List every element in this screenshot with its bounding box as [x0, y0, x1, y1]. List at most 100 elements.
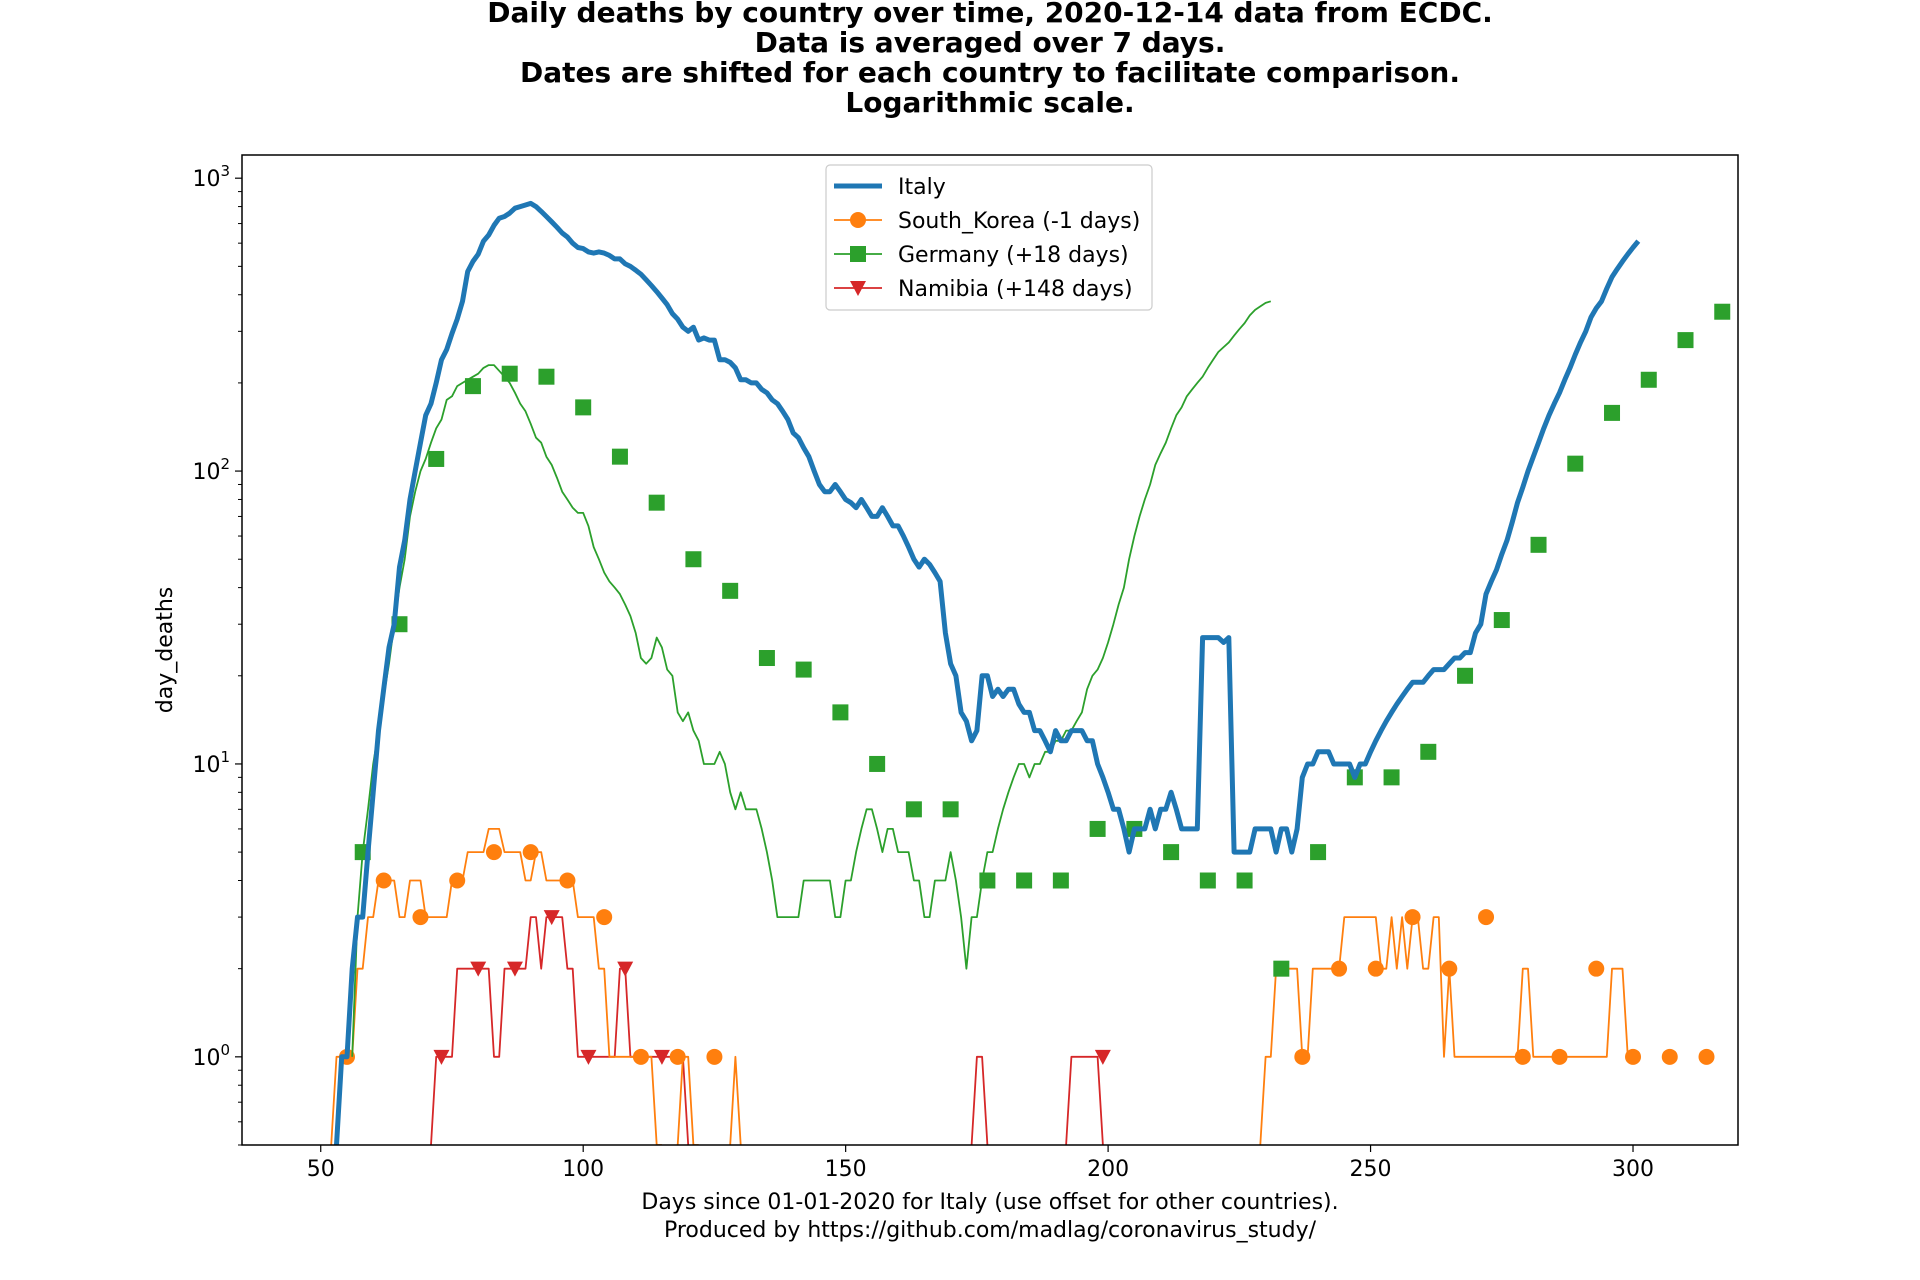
- y-tick-label: 103: [192, 162, 230, 192]
- data-point-germany: [428, 450, 445, 467]
- data-point-south_korea: [1441, 960, 1458, 977]
- data-point-namibia: [1094, 1049, 1111, 1065]
- data-point-south_korea: [1698, 1048, 1715, 1065]
- data-point-south_korea: [1588, 960, 1605, 977]
- data-point-namibia: [470, 961, 487, 977]
- data-point-germany: [869, 755, 886, 772]
- chart-title-line-3: Dates are shifted for each country to fa…: [520, 56, 1460, 89]
- y-tick-label: 102: [192, 455, 230, 485]
- data-point-germany: [1530, 536, 1547, 553]
- legend-label-italy: Italy: [898, 175, 946, 200]
- legend-box: [825, 164, 1153, 311]
- data-point-germany: [979, 872, 996, 889]
- data-point-germany: [1420, 743, 1437, 760]
- chart-title-line-1: Daily deaths by country over time, 2020-…: [487, 0, 1493, 29]
- legend-marker-south_korea: [850, 212, 866, 228]
- data-point-germany: [722, 582, 739, 599]
- data-point-south_korea: [1514, 1048, 1531, 1065]
- data-point-germany: [648, 494, 665, 511]
- data-point-south_korea: [375, 872, 392, 889]
- data-point-germany: [501, 365, 518, 382]
- data-point-germany: [1089, 820, 1106, 837]
- data-point-south_korea: [1367, 960, 1384, 977]
- plot-frame: [241, 154, 1739, 1146]
- data-point-south_korea: [1625, 1048, 1642, 1065]
- data-point-germany: [1199, 872, 1216, 889]
- chart-title-line-2: Data is averaged over 7 days.: [755, 26, 1226, 59]
- x-axis: 50 100 150 200 250 300: [307, 1145, 1654, 1182]
- data-point-germany: [464, 378, 481, 395]
- legend-label-south_korea: South_Korea (-1 days): [898, 209, 1140, 234]
- y-axis: 100 101 102 103: [192, 162, 242, 1146]
- data-point-germany: [1714, 303, 1731, 320]
- data-point-south_korea: [1331, 960, 1348, 977]
- series-line-south_korea: [330, 828, 1629, 1145]
- data-point-germany: [1273, 960, 1290, 977]
- data-point-germany: [795, 661, 812, 678]
- data-point-south_korea: [632, 1048, 649, 1065]
- data-point-south_korea: [412, 909, 429, 926]
- data-point-south_korea: [669, 1048, 686, 1065]
- x-tick-label: 200: [1087, 1157, 1129, 1182]
- data-point-germany: [1383, 769, 1400, 786]
- data-point-germany: [942, 801, 959, 818]
- data-point-germany: [685, 551, 702, 568]
- data-point-germany: [1052, 872, 1069, 889]
- data-point-germany: [1567, 455, 1584, 472]
- series-line-germany: [351, 300, 1272, 1057]
- data-point-germany: [575, 399, 592, 416]
- chart-title-line-4: Logarithmic scale.: [845, 86, 1134, 119]
- data-point-south_korea: [485, 844, 502, 861]
- x-tick-label: 100: [562, 1157, 604, 1182]
- legend-label-namibia: Namibia (+148 days): [898, 277, 1133, 302]
- data-point-namibia: [433, 1049, 450, 1065]
- data-point-south_korea: [706, 1048, 723, 1065]
- data-point-south_korea: [1661, 1048, 1678, 1065]
- legend-marker-germany: [850, 246, 866, 262]
- x-tick-label: 50: [307, 1157, 335, 1182]
- series-line-italy: [334, 200, 1641, 1145]
- data-point-germany: [905, 801, 922, 818]
- data-point-germany: [758, 650, 775, 667]
- data-point-namibia: [506, 961, 523, 977]
- plot-series-layer: [330, 200, 1731, 1145]
- data-point-south_korea: [449, 872, 466, 889]
- data-point-germany: [1236, 872, 1253, 889]
- y-axis-label: day_deaths: [153, 587, 178, 713]
- data-point-south_korea: [596, 909, 613, 926]
- legend-label-germany: Germany (+18 days): [898, 243, 1129, 268]
- y-tick-label: 100: [192, 1041, 230, 1071]
- data-point-south_korea: [1294, 1048, 1311, 1065]
- data-point-namibia: [543, 910, 560, 926]
- data-point-germany: [1163, 844, 1180, 861]
- chart-title: Daily deaths by country over time, 2020-…: [487, 0, 1493, 119]
- series-line-namibia: [430, 916, 1104, 1145]
- x-axis-label-line-1: Days since 01-01-2020 for Italy (use off…: [641, 1190, 1338, 1215]
- y-tick-label: 101: [192, 748, 230, 778]
- data-point-south_korea: [559, 872, 576, 889]
- legend-marker-namibia: [850, 281, 866, 296]
- data-point-germany: [1677, 332, 1694, 349]
- data-point-germany: [1640, 371, 1657, 388]
- data-point-namibia: [580, 1049, 597, 1065]
- data-point-south_korea: [1551, 1048, 1568, 1065]
- data-point-germany: [832, 704, 849, 721]
- data-point-south_korea: [1404, 909, 1421, 926]
- data-point-germany: [611, 448, 628, 465]
- x-tick-label: 300: [1612, 1157, 1654, 1182]
- legend: Italy South_Korea (-1 days) Germany (+18 d…: [825, 164, 1153, 311]
- data-point-namibia: [617, 961, 634, 977]
- data-point-germany: [1016, 872, 1033, 889]
- data-point-germany: [1457, 667, 1474, 684]
- x-tick-label: 150: [825, 1157, 867, 1182]
- data-point-south_korea: [522, 844, 539, 861]
- data-point-south_korea: [1478, 909, 1495, 926]
- data-point-germany: [1493, 612, 1510, 629]
- x-axis-label-line-2: Produced by https://github.com/madlag/co…: [664, 1218, 1317, 1243]
- data-point-germany: [1310, 844, 1327, 861]
- data-point-germany: [538, 368, 555, 385]
- data-point-germany: [1604, 404, 1621, 421]
- data-point-namibia: [653, 1049, 670, 1065]
